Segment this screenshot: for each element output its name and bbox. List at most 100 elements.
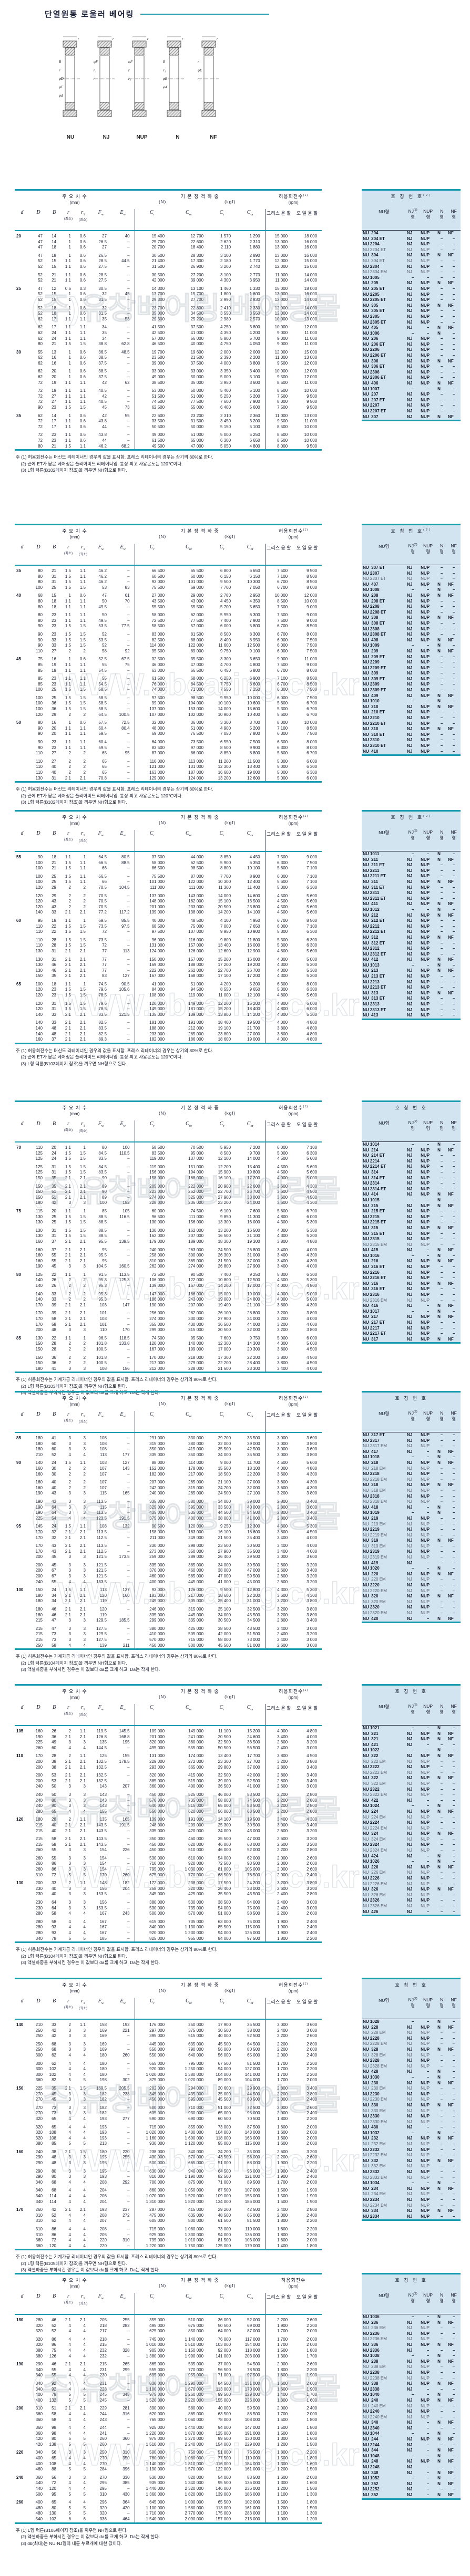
table-row: NU 2216 NJ NUP – – [363, 1270, 455, 1275]
table-row: 170 39 2.1 2.1 103 147 190 000 207 000 19 400 21 … [35, 1302, 318, 1308]
table-row: NU 2213 ET NJ NUP – – [363, 985, 455, 990]
bearing-number: NU 411 [363, 901, 379, 907]
col-nj-type: NJ(2) 형 [408, 1704, 417, 1715]
table-row: 340 55 4 4 231 299 555 000 770 000 56 500 78 500 1… [35, 2367, 318, 2373]
table-row: NU 240 EM NJ NUP – – [363, 2403, 455, 2408]
bearing-number-table: 호 칭 번 호 NU형 NJ(2) 형 NUP 형 N 형 NF 형 NU 1014– – N – NU 2… [362, 1100, 461, 1344]
bearing-number: NU 1015 [363, 1197, 380, 1202]
table-row: NU 310 NJ NUP N NF [363, 726, 454, 732]
col-nj-type: NJ(3) 형 [408, 829, 417, 840]
table-row: NU 1048– – N – [363, 2453, 455, 2458]
table-row: 100 25 1.5 1.1 66.5–75 500 87 000 7 700 8 900 6 … [15, 871, 322, 880]
table-row: 35 80 21 1.5 1.1 46.2–66 500 65 500 6 800 6 650 7… [15, 565, 322, 574]
svg-text:φd: φd [59, 94, 63, 98]
col-r1: r1 (최소) [78, 210, 88, 222]
table-row: NU 205 NJ NUP N NF [363, 281, 454, 286]
svg-text:r₁: r₁ [198, 77, 200, 81]
bearing-number: NU 238 EM [363, 2364, 386, 2370]
tables-row: 주 요 치 수 (mm) 기 본 정 격 하 중 (N) (kgf) 허용회전수 (rpm)… [15, 2273, 461, 2524]
dims-group-header: 주 요 치 수 (mm) [62, 1982, 87, 1993]
table-row: NU 2313 NJ NUP – – [363, 1002, 455, 1007]
table-row: NU 307 NJ NUP N NF [362, 414, 461, 421]
table-row: NU 211 NJ NUP N NF [363, 857, 454, 862]
bearing-number: NU 2205 ET [363, 297, 386, 303]
col-d: d [21, 544, 24, 550]
bearing-number: NU 322 EM [363, 1781, 386, 1786]
bearing-number: NU 2313 ET [363, 1007, 386, 1012]
col-Fw: Fw [98, 1998, 104, 2005]
table-row: 230 40 3 3 153.5–345 000 425 000 35 500 43 500 2… [35, 1892, 318, 1898]
table-row: 180 34 2.1 2.1 119–249 000 305 000 25 400 31 00… [35, 1598, 318, 1605]
table-row: 140 210 33 2 1.1 158 192 176 000 250 000 17 900 25… [15, 2019, 322, 2028]
bearing-number: NU 2248 [363, 2465, 380, 2470]
col-Ew: Ew [111, 1998, 135, 2019]
footnote-line: (3) db(최대)는 NU·NJ형의 내륜 누르개에 대한 값이다. [16, 2540, 122, 2546]
table-row: NU 216 ET NJ NUP – – [363, 1264, 455, 1270]
bearing-number: NU 2334 [363, 2214, 380, 2219]
table-row: 290 48 3 3 195–500 000 665 000 51 000 68 000 1 9… [35, 2160, 318, 2166]
table-row: 140 33 2.1 2.1 77.2 117.2 139 000 138 000 14 200… [35, 910, 318, 916]
table-row: NU 424 NJ – N – [363, 1853, 455, 1858]
table-row: NU 340 NJ – N NF [363, 2420, 454, 2425]
table-row: NU 2307 ET NJ NUP – – [363, 576, 455, 581]
table-row: NU 2316 NJ NUP – – [363, 1292, 455, 1297]
table-row: 270 73 3 3 182–635 000 930 000 65 000 95 000 2 0… [35, 2111, 318, 2116]
table-row: 90 23 1.5 1.5 45 73 62 500 55 000 6 400 5 600 7 50… [38, 405, 318, 411]
bearing-number: NU 207 ET [363, 397, 385, 402]
table-row: NU 224 NJ NUP N NF [363, 1809, 454, 1814]
bearing-diagram-nup: φF r r₁ r [128, 36, 149, 117]
loads-group-header: 기 본 정 격 하 중 (N) (kgf) [159, 815, 236, 825]
table-row: NU 215 ET NJ NUP – – [363, 1209, 455, 1214]
diagram-label-nup: NUP [136, 134, 148, 140]
footnotes: 주 (1) 허용회전수는 머신드 리테이너인 경우의 값을 표시함. 프레스 리… [15, 786, 461, 806]
table-row: 340 114 4 4 208–1 070 000 1 520 000 109 000 155… [35, 2194, 318, 2199]
table-row: NU 411 NJ NUP N NF [363, 901, 454, 907]
table-row: NU 328 EM NJ NUP – – [363, 2052, 455, 2058]
table-row: NU 206 ET NJ NUP – – [363, 341, 455, 347]
table-row: 180 60 3 3 108–350 000 415 000 35 500 42 500 3 0… [35, 1447, 318, 1452]
bearing-number: NU 414 [363, 1192, 379, 1197]
table-row: NU 228 EM NJ NUP – – [363, 2030, 455, 2035]
table-row: 150 51 2.1 2.1 89–274 000 325 000 27 900 33 000… [35, 1194, 318, 1201]
col-Cor-kgf: Cor [236, 209, 265, 231]
table-row: NU 419 NJ – – – [363, 1560, 455, 1565]
table-row: NU 2222 EM NJ NUP – – [363, 1770, 455, 1775]
table-row: 200 310 51 2.1 2.1 229 281 390 000 580 000 40 000… [15, 2403, 322, 2412]
table-row: 20 47 14 1 0.6 27 40 15 400 12 700 1 570 1 290 15 0… [15, 231, 322, 240]
col-Ew: Ew [111, 1120, 135, 1142]
bearing-number: NU 232 EM [363, 2142, 386, 2147]
svg-text:r: r [128, 68, 130, 72]
table-row: NU 1022– – N – [363, 1748, 455, 1753]
table-row: NU 2309 ET NJ NUP – – [363, 688, 455, 693]
table-row: NU 1008– – N – [363, 587, 455, 593]
footnote-line: (2) 끝에 ET가 붙은 베어링은 폴리아미드 리테이너임. 통상 최고 사용… [16, 461, 183, 466]
bearing-diagram-n: Br₁ φE φd r [163, 36, 184, 117]
table-row: NU 212 NJ NUP N NF [363, 912, 454, 918]
col-Ew: Ew [111, 544, 135, 565]
table-row: 240 80 3 3 143–570 000 735 000 58 000 74 500 2 2… [35, 1798, 318, 1804]
table-row: NU 236 NJ NUP N NF [363, 2320, 454, 2325]
table-row: NU 307 ET NJ NUP – – [363, 565, 455, 570]
bearing-number: NU 2306 ET [363, 375, 386, 380]
bearing-number: NU 311 [363, 879, 379, 884]
table-row: NU 322 EM NJ NUP – – [363, 1781, 455, 1786]
bearing-number: NU 2318 [363, 1493, 380, 1499]
table-row: NU 406 NJ NUP N NF [363, 381, 454, 386]
table-row: 52 18 1 0.6 32–23 700 22 800 2 410 2 330 12 000 1… [15, 303, 322, 311]
dims-group-header: 주 요 치 수 (mm) [62, 2278, 87, 2289]
bearing-number: NU 2207 ET [363, 409, 386, 413]
col-Cr-N: Cr [149, 544, 155, 551]
table-row: NU 2207 NJ NUP – – [363, 403, 455, 408]
bearing-number: NU 2305 [363, 314, 380, 319]
bearing-number: NU 321 [363, 1737, 379, 1742]
bearing-number: NU 2309 [363, 682, 380, 687]
table-row: NU 316 NJ NUP N NF [363, 1281, 454, 1286]
table-row: NU 1032– – N – [363, 2130, 455, 2135]
spec-section-6: 주 요 치 수 (mm) 기 본 정 격 하 중 (N) (kgf) 허용회전수(1) (r… [15, 1684, 461, 1966]
dims-group-header: 주 요 치 수 (mm) [62, 194, 87, 205]
bearing-number: NU 224 [363, 1809, 379, 1814]
